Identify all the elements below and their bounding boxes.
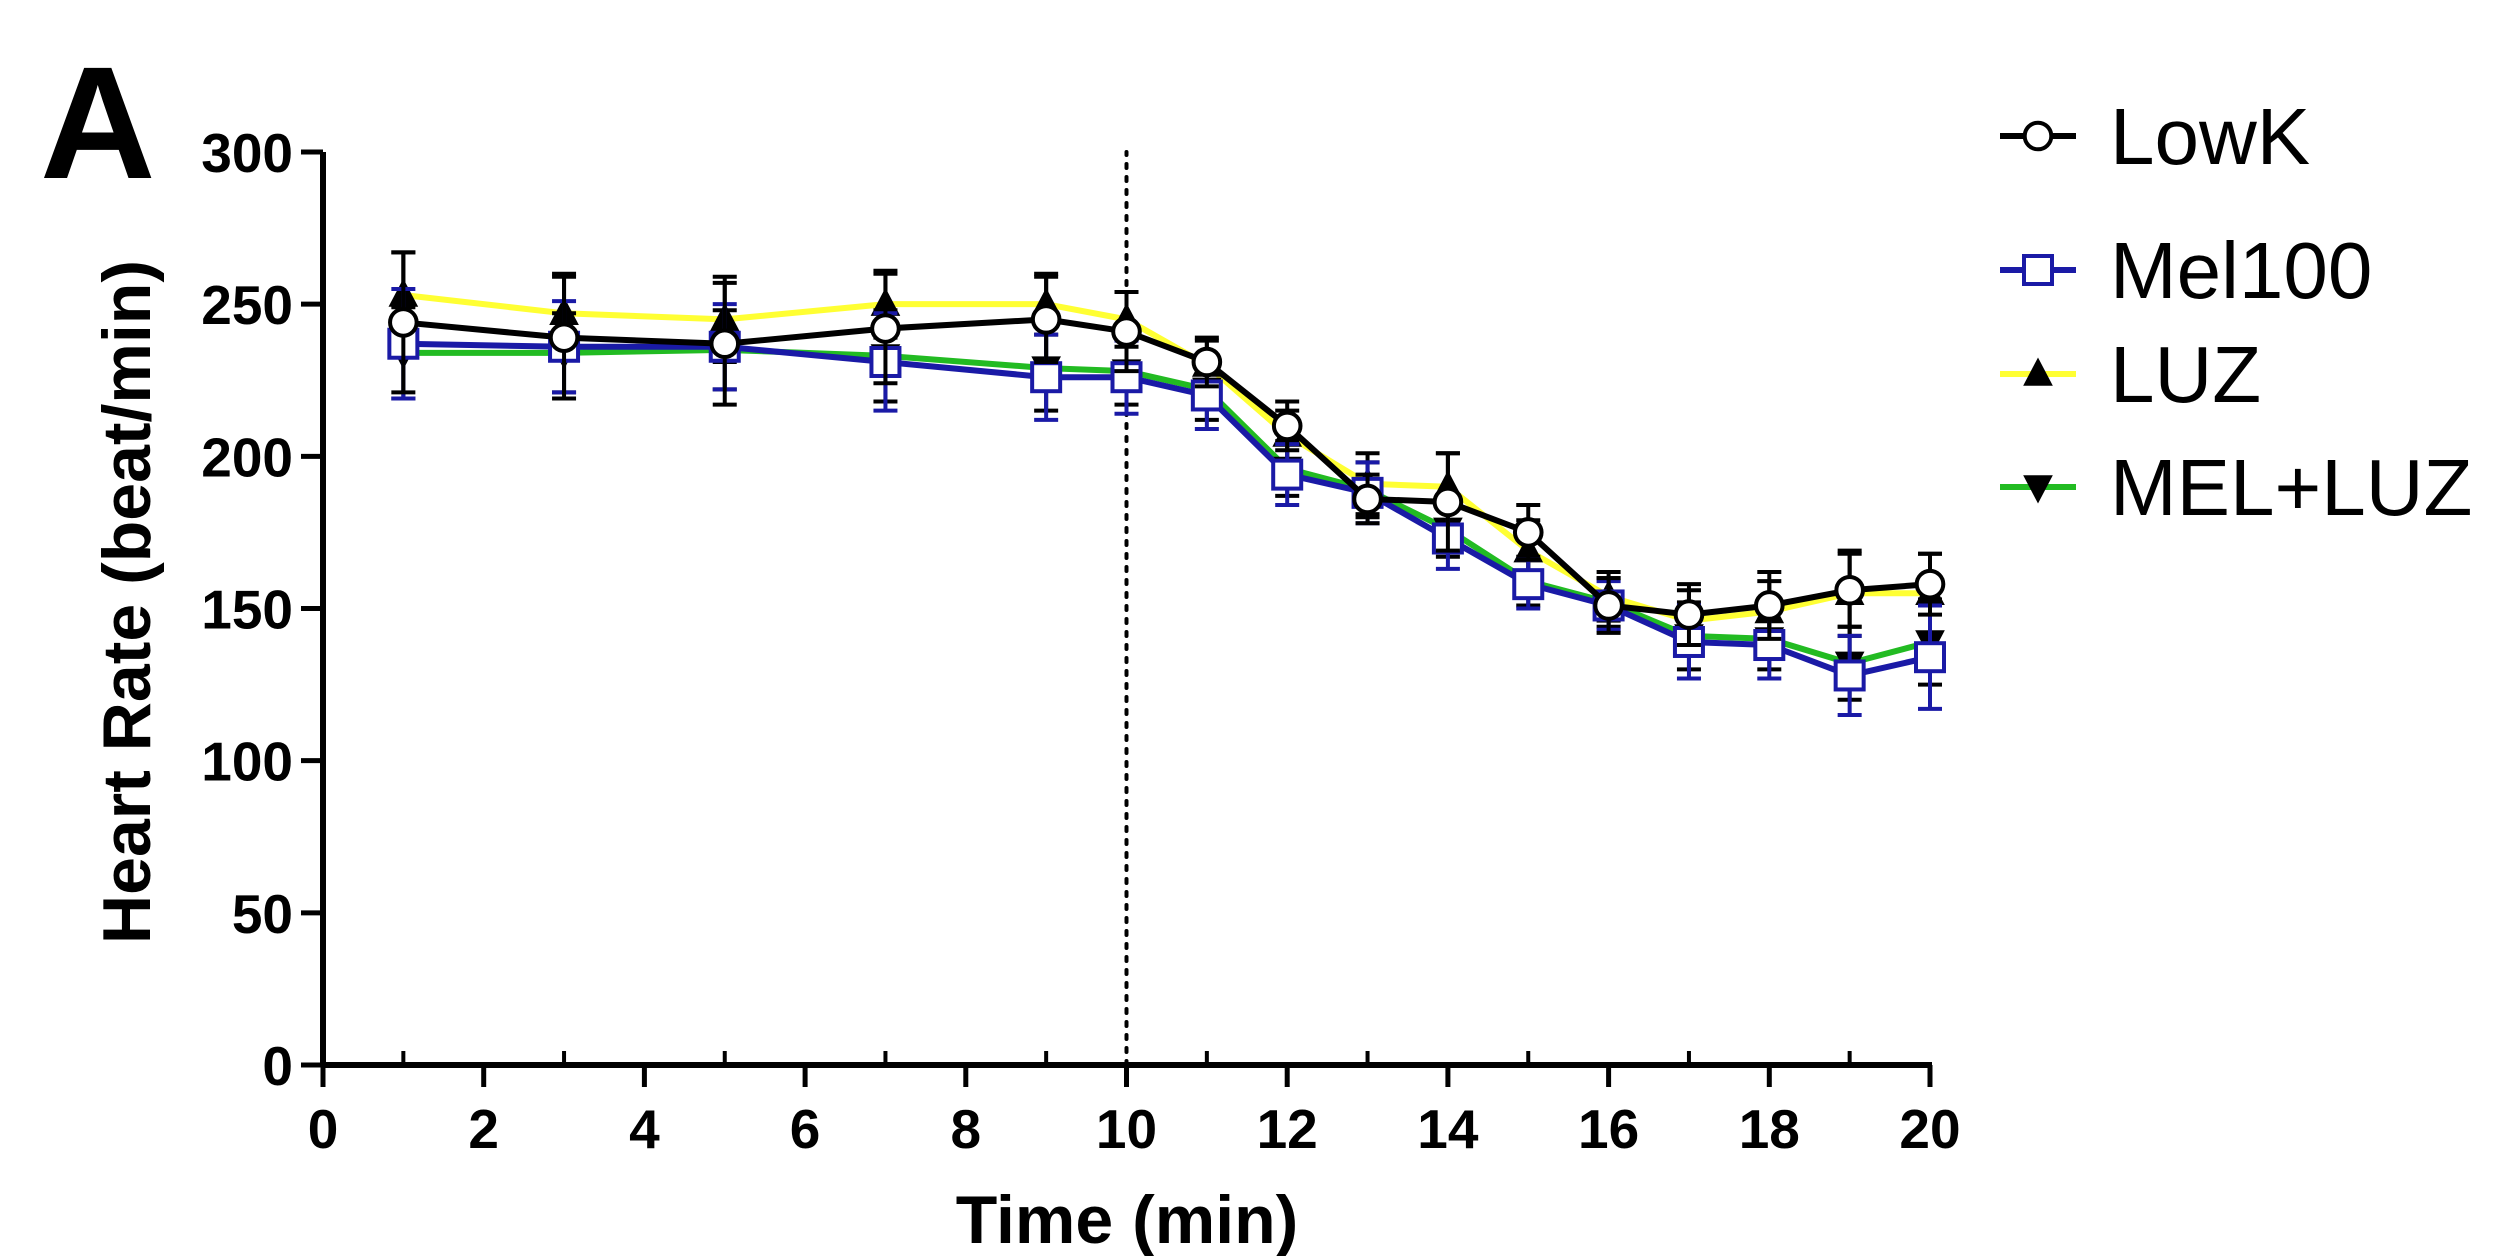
series-LowK <box>388 250 1946 648</box>
series-LUZ <box>388 250 1945 654</box>
y-tick-label-200: 200 <box>201 426 293 488</box>
legend-entry-LowK: LowK <box>2000 92 2310 181</box>
series-line <box>403 316 1931 618</box>
data-point <box>388 307 419 338</box>
panel-label: A <box>40 33 156 212</box>
x-tick-label-12: 12 <box>1257 1098 1318 1160</box>
data-point <box>1914 641 1946 674</box>
y-axis-title: Heart Rate (beat/min) <box>89 260 165 944</box>
y-tick-label-100: 100 <box>201 731 293 793</box>
y-tick-label-250: 250 <box>201 274 293 336</box>
data-point <box>1432 486 1464 518</box>
series-line <box>403 340 1931 679</box>
y-tick-label-0: 0 <box>262 1035 293 1097</box>
data-point <box>1191 346 1223 378</box>
x-tick-label-10: 10 <box>1096 1098 1157 1160</box>
data-point <box>709 328 741 360</box>
data-point <box>1834 574 1865 606</box>
x-tick-label-2: 2 <box>468 1098 499 1160</box>
data-point <box>1030 304 1062 335</box>
legend: LowK Mel100 LUZ MEL+LUZ <box>2000 92 2472 532</box>
legend-label: Mel100 <box>2110 226 2372 315</box>
x-tick-label-6: 6 <box>790 1098 821 1160</box>
data-point <box>1512 517 1544 548</box>
data-point <box>1593 590 1624 621</box>
data-point <box>1512 568 1545 601</box>
x-tick-label-16: 16 <box>1578 1098 1639 1160</box>
y-tick-label-150: 150 <box>201 579 293 641</box>
legend-label: MEL+LUZ <box>2110 443 2472 532</box>
data-point <box>548 322 580 353</box>
legend-marker <box>2023 357 2053 386</box>
data-point <box>1754 590 1785 621</box>
x-tick-label-18: 18 <box>1739 1098 1800 1160</box>
legend-marker <box>2022 254 2054 286</box>
legend-marker <box>2022 120 2054 152</box>
data-point <box>1352 483 1383 515</box>
legend-marker <box>2023 475 2053 504</box>
legend-entry-LUZ: LUZ <box>2000 330 2261 419</box>
data-point <box>1030 361 1063 394</box>
x-tick-label-14: 14 <box>1417 1098 1479 1160</box>
y-tick-label-300: 300 <box>201 122 293 184</box>
data-point <box>1673 599 1705 630</box>
x-tick-label-0: 0 <box>308 1098 339 1160</box>
data-point <box>1111 316 1142 347</box>
x-axis-title: Time (min) <box>956 1182 1299 1256</box>
x-tick-label-20: 20 <box>1899 1098 1960 1160</box>
legend-entry-Mel100: Mel100 <box>2000 226 2372 315</box>
data-point <box>1833 659 1866 692</box>
x-tick-label-8: 8 <box>951 1098 982 1160</box>
data-point <box>1914 568 1946 600</box>
data-point <box>1271 458 1304 491</box>
legend-label: LowK <box>2110 92 2310 181</box>
x-tick-label-4: 4 <box>629 1098 660 1160</box>
legend-entry-MEL+LUZ: MEL+LUZ <box>2000 443 2472 532</box>
y-tick-label-50: 50 <box>232 883 293 945</box>
data-point <box>1271 410 1303 442</box>
plot-area <box>387 150 1946 1067</box>
legend-label: LUZ <box>2110 330 2261 419</box>
data-point <box>870 313 901 344</box>
